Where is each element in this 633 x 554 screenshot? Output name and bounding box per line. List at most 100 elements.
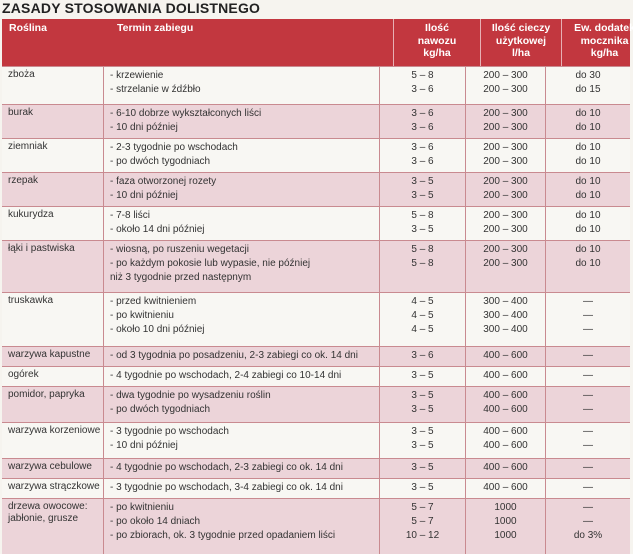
liquid-cell-line: 400 – 600 <box>483 440 528 451</box>
timing-cell: - 2-3 tygodnie po wschodach - po dwóch ty… <box>103 139 379 172</box>
plant-cell-line: ogórek <box>8 369 39 380</box>
plant-cell-line: warzywa kapustne <box>8 349 91 360</box>
plant-cell: warzywa cebulowe <box>2 459 103 478</box>
timing-cell-line: - 4 tygodnie po wschodach, 2-4 zabiegi c… <box>110 370 342 381</box>
fertilizer-cell: 3 – 5 3 – 5 <box>379 173 465 206</box>
urea-cell: — — — <box>545 293 630 346</box>
liquid-cell-line: 1000 <box>494 530 517 541</box>
table-row: rzepak - faza otworzonej rozety - 10 dni p… <box>2 172 630 206</box>
plant-cell: warzywa kapustne <box>2 347 103 366</box>
liquid-cell: 400 – 600 <box>465 459 545 478</box>
fertilizer-cell: 3 – 6 3 – 6 <box>379 105 465 138</box>
liquid-cell-line <box>466 271 545 285</box>
liquid-cell-line: 400 – 600 <box>483 350 528 361</box>
timing-cell-line: - 4 tygodnie po wschodach, 2-3 zabiegi c… <box>110 462 343 473</box>
liquid-cell-line: 200 – 300 <box>483 176 528 187</box>
timing-cell-line: - od 3 tygodnia po posadzeniu, 2-3 zabie… <box>110 350 358 361</box>
fertilizer-cell-line: 5 – 8 <box>411 70 434 81</box>
table-row: ogórek - 4 tygodnie po wschodach, 2-4 zab… <box>2 366 630 386</box>
urea-cell-line: do 10 <box>575 244 601 255</box>
fertilizer-cell: 5 – 7 5 – 7 10 – 12 <box>379 499 465 554</box>
application-rules-table: Roślina Termin zabiegu Ilość nawozu kg/ha … <box>2 19 633 554</box>
liquid-cell: 200 – 300 200 – 300 <box>465 67 545 104</box>
table-row: burak - 6-10 dobrze wykształconych liści -… <box>2 104 630 138</box>
fertilizer-cell-line: 10 – 12 <box>405 530 440 541</box>
timing-cell: - krzewienie - strzelanie w źdźbło <box>103 67 379 104</box>
timing-cell-line: - 10 dni później <box>110 440 178 451</box>
fertilizer-cell: 3 – 5 3 – 5 <box>379 423 465 458</box>
timing-cell-line: - po kwitnieniu <box>110 310 174 321</box>
fertilizer-cell: 5 – 8 3 – 5 <box>379 207 465 240</box>
liquid-cell: 1000 1000 1000 <box>465 499 545 554</box>
urea-cell-line: do 10 <box>575 258 601 269</box>
timing-cell-line: - 10 dni później <box>110 190 178 201</box>
urea-cell-line: do 10 <box>575 210 601 221</box>
header-urea-addition: Ew. dodatek mocznika kg/ha <box>561 19 633 66</box>
timing-cell: - dwa tygodnie po wysadzeniu roślin - po … <box>103 387 379 422</box>
table-row: warzywa cebulowe - 4 tygodnie po wschodac… <box>2 458 630 478</box>
fertilizer-cell-line: 5 – 7 <box>411 502 434 513</box>
urea-cell-line: — <box>583 370 593 381</box>
urea-cell-line <box>546 271 630 285</box>
liquid-cell-line: 200 – 300 <box>483 156 528 167</box>
timing-cell-line: - po około 14 dniach <box>110 516 201 527</box>
plant-cell: warzywa strączkowe <box>2 479 103 498</box>
plant-cell-line: warzywa strączkowe <box>8 481 100 492</box>
liquid-cell-line: 1000 <box>494 502 517 513</box>
plant-cell-line: truskawka <box>8 295 54 306</box>
timing-cell: - od 3 tygodnia po posadzeniu, 2-3 zabie… <box>103 347 379 366</box>
timing-cell: - 4 tygodnie po wschodach, 2-4 zabiegi c… <box>103 367 379 386</box>
plant-cell: truskawka <box>2 293 103 346</box>
plant-cell: drzewa owocowe: jabłonie, grusze <box>2 499 103 554</box>
urea-cell: — — <box>545 387 630 422</box>
urea-cell: — <box>545 479 630 498</box>
table-body: zboża - krzewienie - strzelanie w źdźbło 5 … <box>2 66 630 554</box>
fertilizer-cell: 3 – 5 <box>379 367 465 386</box>
timing-cell-line: - przed kwitnieniem <box>110 296 197 307</box>
urea-cell-line: — <box>583 404 593 415</box>
fertilizer-cell-line: 5 – 8 <box>411 244 434 255</box>
liquid-cell-line: 400 – 600 <box>483 404 528 415</box>
timing-cell-line: - około 14 dni później <box>110 224 205 235</box>
urea-cell: do 10 do 10 <box>545 139 630 172</box>
fertilizer-cell-line: 4 – 5 <box>411 296 434 307</box>
urea-cell-line: — <box>583 426 593 437</box>
fertilizer-cell: 3 – 6 <box>379 347 465 366</box>
fertilizer-cell-line: 3 – 5 <box>411 426 434 437</box>
header-timing: Termin zabiegu <box>117 22 194 34</box>
fertilizer-cell-line: 5 – 8 <box>411 210 434 221</box>
liquid-cell-line: 200 – 300 <box>483 70 528 81</box>
fertilizer-cell-line: 4 – 5 <box>411 324 434 335</box>
timing-cell: - 4 tygodnie po wschodach, 2-3 zabiegi c… <box>103 459 379 478</box>
timing-cell-line: - po zbiorach, ok. 3 tygodnie przed opad… <box>110 530 336 541</box>
fertilizer-cell-line <box>380 271 465 285</box>
fertilizer-cell-line: 3 – 5 <box>411 390 434 401</box>
plant-cell: zboża <box>2 67 103 104</box>
urea-cell-line: — <box>583 502 593 513</box>
liquid-cell-line: 200 – 300 <box>483 258 528 269</box>
liquid-cell: 400 – 600 400 – 600 <box>465 387 545 422</box>
urea-cell-line: — <box>583 440 593 451</box>
urea-cell-line: — <box>583 296 593 307</box>
timing-cell: - po kwitnieniu - po około 14 dniach - po … <box>103 499 379 554</box>
urea-cell: — — do 3% <box>545 499 630 554</box>
timing-cell: - 7-8 liści - około 14 dni później <box>103 207 379 240</box>
liquid-cell-line: 200 – 300 <box>483 210 528 221</box>
urea-cell: do 10 do 10 <box>545 173 630 206</box>
timing-cell-line: - po kwitnieniu <box>110 502 174 513</box>
table-row: drzewa owocowe: jabłonie, grusze - po kwit… <box>2 498 630 554</box>
fertilizer-cell-line: 5 – 8 <box>411 258 434 269</box>
liquid-cell: 200 – 300 200 – 300 <box>465 173 545 206</box>
liquid-cell: 200 – 300 200 – 300 <box>465 139 545 172</box>
timing-cell-line: - po dwóch tygodniach <box>110 156 211 167</box>
timing-cell-line: niż 3 tygodnie przed następnym <box>110 272 252 283</box>
urea-cell-line: do 10 <box>575 156 601 167</box>
timing-cell-line: - 6-10 dobrze wykształconych liści <box>110 108 262 119</box>
urea-cell-line: do 10 <box>575 224 601 235</box>
timing-cell-line: - 2-3 tygodnie po wschodach <box>110 142 238 153</box>
plant-cell: warzywa korzeniowe <box>2 423 103 458</box>
urea-cell-line: — <box>583 482 593 493</box>
urea-cell-line: do 10 <box>575 190 601 201</box>
urea-cell-line: — <box>583 310 593 321</box>
table-row: pomidor, papryka - dwa tygodnie po wysadz… <box>2 386 630 422</box>
